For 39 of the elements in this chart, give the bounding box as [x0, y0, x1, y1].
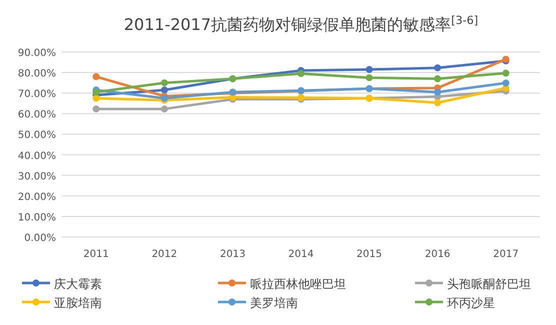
legend-label: 美罗培南 [250, 296, 298, 310]
y-tick-label: 10.00% [18, 212, 56, 224]
point [160, 79, 168, 86]
y-tick-label: 70.00% [18, 89, 56, 100]
y-tick-label: 60.00% [18, 110, 56, 121]
y-tick-label: 20.00% [18, 192, 56, 203]
y-tick-label: 90.00% [18, 48, 56, 59]
point [298, 70, 304, 78]
x-tick-label: 2015 [356, 249, 382, 260]
legend-label: 庆大霉素 [54, 277, 102, 291]
x-tick-label: 2017 [493, 249, 519, 260]
legend-label: 头孢哌酮舒巴坦 [447, 277, 531, 291]
x-tick-label: 2014 [288, 249, 314, 260]
point [92, 73, 100, 80]
point [502, 70, 510, 77]
point [160, 105, 168, 112]
y-tick-label: 50.00% [18, 130, 56, 142]
x-tick-label: 2012 [152, 249, 178, 260]
y-tick-label: 40.00% [18, 150, 56, 162]
legend-label: 哌拉西林他唑巴坦 [250, 277, 346, 291]
point [434, 75, 442, 82]
x-tick-label: 2016 [424, 249, 450, 260]
legend-label: 亚胺培南 [54, 296, 102, 310]
x-tick-label: 2013 [220, 249, 246, 260]
point [502, 80, 510, 87]
point [366, 74, 373, 82]
x-tick-label: 2011 [83, 249, 109, 260]
point [160, 86, 168, 94]
y-tick-label: 0.00% [24, 233, 56, 244]
y-tick-label: 30.00% [18, 171, 56, 182]
point [366, 66, 373, 73]
point [92, 105, 100, 112]
point [434, 64, 442, 72]
point [92, 94, 100, 102]
point [434, 88, 442, 96]
legend-label: 环丙沙星 [447, 296, 495, 310]
point [434, 99, 442, 106]
y-tick-label: 80.00% [18, 68, 56, 80]
chart-title: 2011-2017抗菌药物对铜绿假单胞菌的敏感率$^{[3-6]}$ [124, 14, 478, 34]
